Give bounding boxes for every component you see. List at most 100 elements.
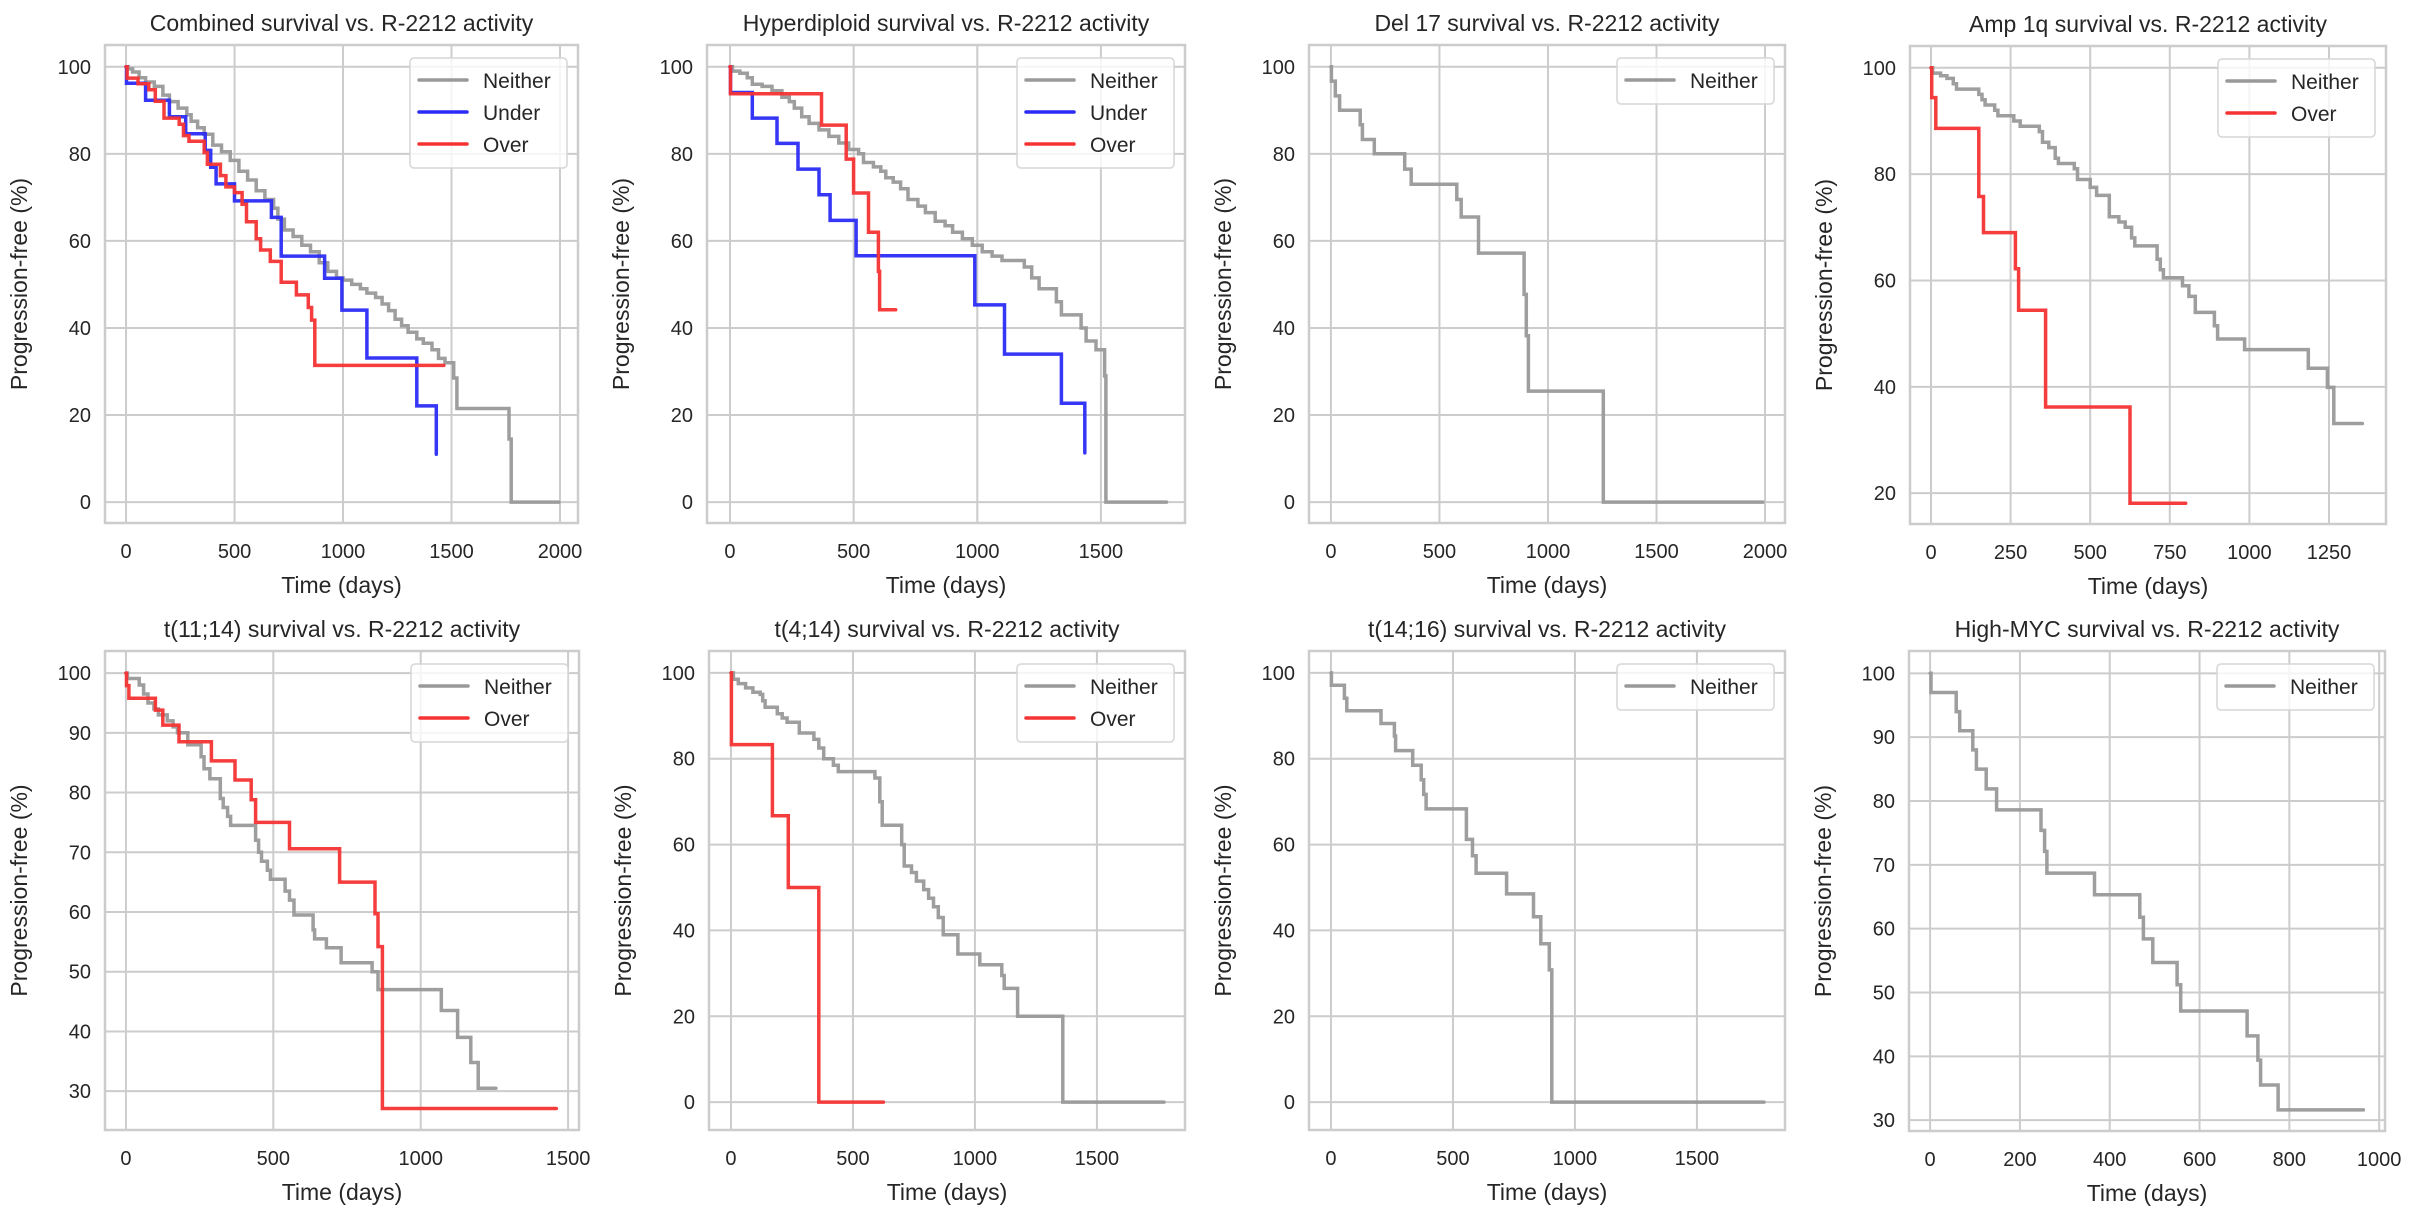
y-axis-label: Progression-free (%)	[1210, 178, 1236, 390]
y-tick-label: 100	[1262, 663, 1295, 685]
y-tick-label: 50	[1873, 982, 1895, 1004]
y-tick-label: 30	[1873, 1110, 1895, 1132]
series-neither-line	[728, 65, 1169, 504]
axes-frame	[1907, 649, 2387, 1133]
y-tick-label: 40	[1873, 1046, 1895, 1068]
y-tick-label: 100	[660, 57, 693, 79]
legend-label: Over	[1090, 134, 1136, 157]
x-axis-label: Time (days)	[2087, 1180, 2208, 1206]
y-tick-label: 20	[69, 405, 91, 427]
y-tick-label: 80	[1273, 144, 1295, 166]
y-tick-label: 90	[69, 723, 91, 745]
panel-3: Del 17 survival vs. R-2212 activity 0 500 1…	[1210, 10, 1787, 598]
x-tick-label: 500	[2074, 542, 2107, 564]
y-tick-label: 80	[69, 783, 91, 805]
x-tick-label: 0	[120, 541, 131, 563]
x-tick-label: 1000	[1526, 541, 1571, 563]
x-tick-label: 1500	[1079, 541, 1124, 563]
chart-title: t(11;14) survival vs. R-2212 activity	[164, 616, 521, 642]
x-tick-label: 0	[1925, 542, 1936, 564]
y-tick-label: 60	[1873, 919, 1895, 941]
y-axis-label: Progression-free (%)	[1210, 784, 1236, 996]
y-tick-label: 70	[1873, 855, 1895, 877]
legend-label: Under	[483, 102, 540, 125]
legend-box	[1616, 663, 1775, 711]
legend-label: Over	[484, 708, 530, 731]
x-tick-label: 1500	[429, 541, 474, 563]
legend-label: Neither	[1690, 70, 1758, 93]
y-tick-label: 80	[671, 144, 693, 166]
series-neither-line	[124, 671, 498, 1090]
legend: Neither Over	[2217, 58, 2376, 138]
x-tick-label: 1000	[955, 541, 1000, 563]
y-tick-label: 80	[1873, 791, 1895, 813]
chart-title: High-MYC survival vs. R-2212 activity	[1955, 616, 2340, 642]
series-over-line	[1929, 66, 2188, 506]
legend-box	[410, 663, 569, 743]
axes-frame	[1307, 43, 1787, 525]
legend-label: Neither	[483, 70, 551, 93]
y-tick-label: 40	[1874, 377, 1896, 399]
x-axis-label: Time (days)	[281, 572, 402, 598]
x-axis-label: Time (days)	[1487, 1179, 1608, 1205]
chart-title: Del 17 survival vs. R-2212 activity	[1374, 10, 1720, 36]
legend-box	[1016, 663, 1175, 743]
y-tick-label: 50	[69, 962, 91, 984]
y-tick-label: 40	[1273, 318, 1295, 340]
y-tick-label: 80	[1273, 749, 1295, 771]
panel-7: t(14;16) survival vs. R-2212 activity 0 50…	[1210, 616, 1787, 1205]
series-over-line	[124, 65, 446, 368]
series-over-line	[729, 671, 886, 1104]
series-neither-line	[1929, 66, 2365, 426]
x-tick-label: 1500	[546, 1148, 591, 1170]
axes-frame	[1307, 649, 1787, 1132]
y-axis-label: Progression-free (%)	[610, 784, 636, 996]
y-tick-label: 40	[671, 318, 693, 340]
y-tick-label: 0	[682, 492, 693, 514]
y-axis-label: Progression-free (%)	[6, 178, 32, 390]
legend: Neither Under Over	[1016, 57, 1175, 169]
panel-2: Hyperdiploid survival vs. R-2212 activit…	[608, 10, 1187, 598]
chart-title: Combined survival vs. R-2212 activity	[150, 10, 534, 36]
axes-frame	[1908, 44, 2388, 526]
x-tick-label: 1000	[2227, 542, 2272, 564]
chart-title: Amp 1q survival vs. R-2212 activity	[1969, 11, 2327, 37]
x-axis-label: Time (days)	[887, 1179, 1008, 1205]
x-tick-label: 800	[2273, 1149, 2306, 1171]
x-tick-label: 500	[836, 1148, 869, 1170]
series-neither-line	[1329, 671, 1766, 1104]
x-tick-label: 2000	[538, 541, 583, 563]
y-axis-label: Progression-free (%)	[6, 784, 32, 996]
x-tick-label: 1000	[398, 1148, 443, 1170]
x-tick-label: 1250	[2307, 542, 2352, 564]
series-neither-line	[124, 65, 561, 504]
panel-1: Combined survival vs. R-2212 activity 0 50…	[6, 10, 582, 598]
x-tick-label: 500	[218, 541, 251, 563]
x-tick-label: 200	[2003, 1149, 2036, 1171]
legend-label: Neither	[2290, 676, 2358, 699]
y-tick-label: 60	[671, 231, 693, 253]
series-under-line	[728, 65, 1087, 455]
y-tick-label: 0	[1284, 1092, 1295, 1114]
y-tick-label: 20	[671, 405, 693, 427]
x-axis-label: Time (days)	[282, 1179, 403, 1205]
legend-box	[2217, 58, 2376, 138]
legend-label: Neither	[1090, 676, 1158, 699]
y-tick-label: 60	[673, 835, 695, 857]
y-tick-label: 20	[1273, 1006, 1295, 1028]
y-tick-label: 100	[1862, 663, 1895, 685]
x-axis-label: Time (days)	[2088, 573, 2209, 599]
y-tick-label: 80	[1874, 164, 1896, 186]
y-axis-label: Progression-free (%)	[1811, 179, 1837, 391]
x-tick-label: 1000	[1553, 1148, 1598, 1170]
y-tick-label: 90	[1873, 727, 1895, 749]
legend-label: Over	[483, 134, 529, 157]
x-tick-label: 0	[1925, 1149, 1936, 1171]
x-tick-label: 1500	[1675, 1148, 1720, 1170]
y-tick-label: 100	[1863, 58, 1896, 80]
x-tick-label: 0	[724, 541, 735, 563]
axes-frame	[705, 43, 1187, 525]
y-tick-label: 20	[1874, 483, 1896, 505]
panel-6: t(4;14) survival vs. R-2212 activity 0 500…	[610, 616, 1187, 1205]
